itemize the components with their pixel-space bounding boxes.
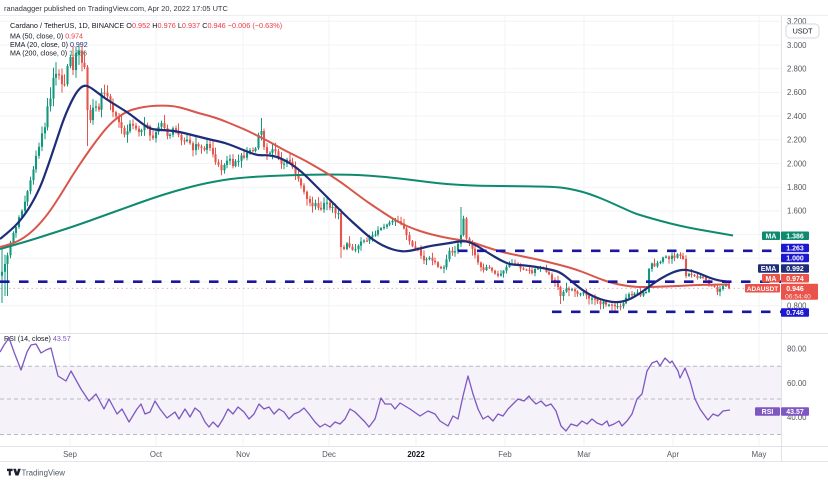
svg-text:0.992: 0.992 — [786, 266, 804, 273]
svg-text:ranadagger published on Tradin: ranadagger published on TradingView.com,… — [4, 4, 228, 13]
svg-text:Mar: Mar — [577, 450, 591, 459]
svg-text:Apr: Apr — [667, 450, 680, 459]
svg-text:60.00: 60.00 — [787, 379, 807, 388]
svg-text:2.000: 2.000 — [787, 159, 807, 168]
svg-text:06:54:40: 06:54:40 — [785, 294, 811, 301]
svg-text:TradingView: TradingView — [22, 468, 66, 477]
svg-text:MA (50, close, 0) 0.974: MA (50, close, 0) 0.974 — [10, 32, 83, 40]
svg-text:2.200: 2.200 — [787, 136, 807, 145]
svg-text:Dec: Dec — [322, 450, 336, 459]
svg-text:2.800: 2.800 — [787, 65, 807, 74]
svg-text:3.200: 3.200 — [787, 17, 807, 26]
svg-text:0.946: 0.946 — [786, 286, 804, 293]
svg-text:1.386: 1.386 — [786, 233, 804, 240]
svg-text:Feb: Feb — [498, 450, 512, 459]
svg-text:3.000: 3.000 — [787, 41, 807, 50]
svg-text:Oct: Oct — [150, 450, 163, 459]
svg-text:2.400: 2.400 — [787, 112, 807, 121]
svg-text:0.746: 0.746 — [786, 310, 804, 317]
svg-text:43.57: 43.57 — [786, 409, 804, 416]
svg-text:RSI (14, close) 43.57: RSI (14, close) 43.57 — [4, 335, 71, 343]
svg-text:2022: 2022 — [407, 450, 425, 459]
svg-text:40.00: 40.00 — [787, 413, 807, 422]
svg-text:USDT: USDT — [792, 27, 813, 36]
svg-text:EMA (20, close, 0) 0.992: EMA (20, close, 0) 0.992 — [10, 41, 88, 49]
svg-text:Sep: Sep — [63, 450, 78, 459]
svg-text:0.800: 0.800 — [787, 302, 807, 311]
svg-text:1.800: 1.800 — [787, 183, 807, 192]
svg-text:MA: MA — [766, 233, 777, 240]
svg-text:1.000: 1.000 — [786, 256, 804, 263]
svg-text:0.974: 0.974 — [786, 276, 804, 283]
svg-text:EMA: EMA — [761, 266, 777, 273]
svg-text:RSI: RSI — [762, 409, 774, 416]
svg-text:MA: MA — [766, 276, 777, 283]
svg-text:2.600: 2.600 — [787, 88, 807, 97]
svg-text:Nov: Nov — [236, 450, 250, 459]
svg-text:Cardano / TetherUS, 1D, BINANC: Cardano / TetherUS, 1D, BINANCE O0.952 H… — [10, 21, 282, 30]
svg-text:1.600: 1.600 — [787, 207, 807, 216]
svg-text:May: May — [752, 450, 767, 459]
svg-text:MA (200, close, 0) 1.386: MA (200, close, 0) 1.386 — [10, 49, 87, 57]
svg-text:80.00: 80.00 — [787, 344, 807, 353]
svg-text:ADAUSDT: ADAUSDT — [747, 286, 778, 293]
svg-text:1.263: 1.263 — [786, 246, 804, 253]
